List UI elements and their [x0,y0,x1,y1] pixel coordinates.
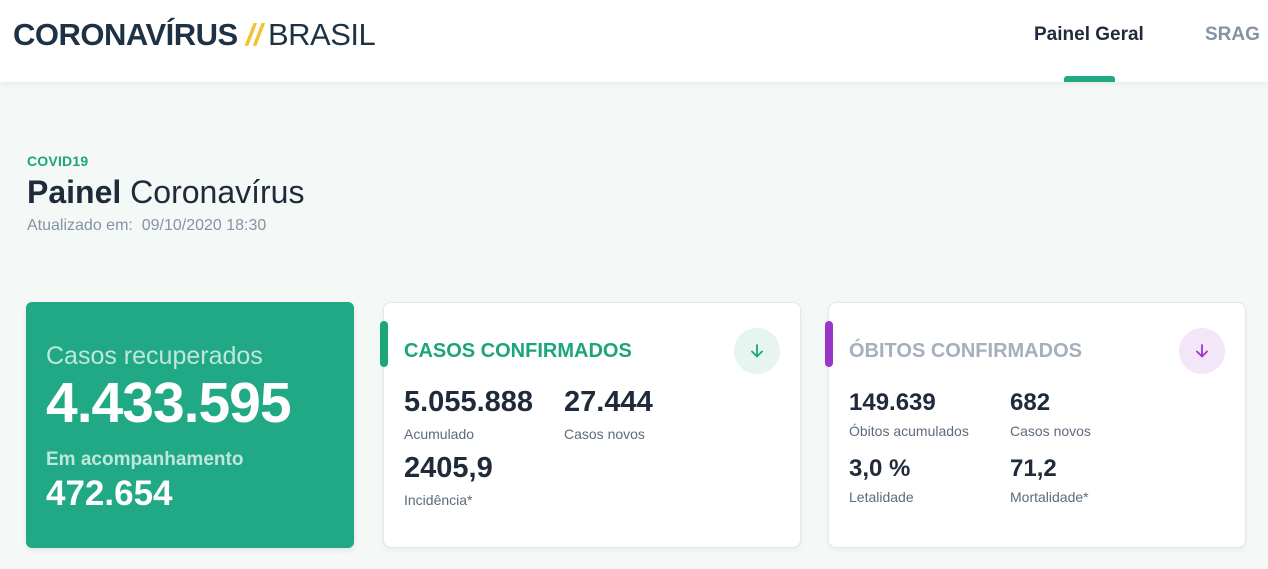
recovered-value: 4.433.595 [46,371,292,435]
nav-painel-geral[interactable]: Painel Geral [1034,24,1144,45]
follow-up-label: Em acompanhamento [46,449,244,470]
deaths-lethality-label: Letalidade [849,489,914,505]
confirmed-cases-card: CASOS CONFIRMADOS 5.055.888 Acumulado 27… [380,302,801,548]
updated-value: 09/10/2020 18:30 [141,217,267,234]
top-header: CORONAVÍRUS//BRASIL Painel Geral SRAG [0,0,1268,82]
cases-incidence-value: 2405,9 [404,452,493,484]
recovered-label: Casos recuperados [46,342,263,370]
cases-new-label: Casos novos [564,426,645,442]
nav-srag[interactable]: SRAG [1205,24,1260,45]
cases-accumulated-value: 5.055.888 [404,386,534,418]
recovered-card: Casos recuperados 4.433.595 Em acompanha… [26,302,354,548]
page-eyebrow: COVID19 [27,153,89,169]
cases-accent-bar [380,321,388,367]
logo-sub-text: BRASIL [267,17,376,52]
page-title-rest: Coronavírus [130,174,305,210]
deaths-lethality-value: 3,0 % [849,455,911,482]
cases-card-title: CASOS CONFIRMADOS [404,340,632,362]
deaths-accumulated-label: Óbitos acumulados [849,423,969,439]
deaths-new-label: Casos novos [1010,423,1091,439]
cases-expand-button[interactable] [734,328,780,374]
deaths-card-title: ÓBITOS CONFIRMADOS [849,340,1082,362]
site-logo[interactable]: CORONAVÍRUS//BRASIL [13,17,376,52]
deaths-mortality-value: 71,2 [1010,455,1057,482]
updated-timestamp: Atualizado em: 09/10/2020 18:30 [27,217,266,235]
updated-label: Atualizado em: [27,217,133,234]
follow-up-value: 472.654 [46,474,173,513]
deaths-accumulated-value: 149.639 [849,389,936,416]
cases-new-value: 27.444 [564,386,653,418]
deaths-mortality-label: Mortalidade* [1010,489,1089,505]
arrow-down-icon [1196,344,1208,358]
cases-accumulated-label: Acumulado [404,426,475,442]
confirmed-deaths-card: ÓBITOS CONFIRMADOS 149.639 Óbitos acumul… [825,302,1246,548]
logo-separator: // [245,17,263,52]
deaths-new-value: 682 [1010,389,1051,416]
deaths-expand-button[interactable] [1179,328,1225,374]
active-nav-indicator [1064,76,1115,82]
page-title: Painel Coronavírus [27,173,304,211]
deaths-accent-bar [825,321,833,367]
arrow-down-icon [751,344,763,358]
cases-incidence-label: Incidência* [404,492,473,508]
logo-main-text: CORONAVÍRUS [13,17,238,52]
page-title-bold: Painel [27,174,122,210]
